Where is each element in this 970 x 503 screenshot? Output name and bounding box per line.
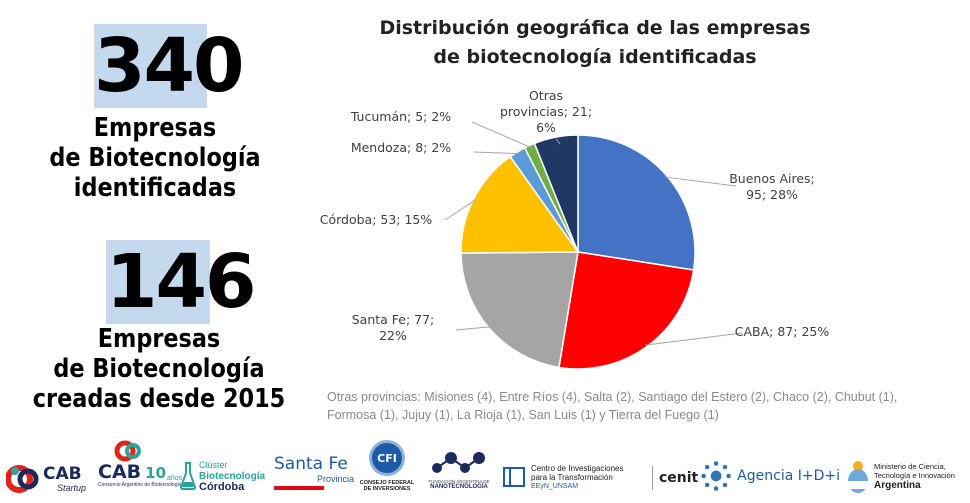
santa-fe-logo: Santa Fe Provincia <box>274 454 354 494</box>
pie-slice-santa-fe <box>460 251 579 369</box>
book-icon <box>503 467 525 487</box>
cab-10-badge: 10 <box>145 464 167 482</box>
data-label-buenos-aires: Buenos Aires; 95; 28% <box>729 171 815 202</box>
nano-line-1: FUNDACIÓN ARGENTINA DE <box>428 479 490 484</box>
santa-fe-main: Santa Fe <box>274 454 348 474</box>
santa-fe-stripe <box>274 486 324 490</box>
data-label-caba: CABA; 87; 25% <box>735 324 830 339</box>
cfi-logo: CFI CONSEJO FEDERAL DE INVERSIONES <box>356 440 418 500</box>
stat-label-line: Empresas <box>93 113 217 143</box>
cab-10-badge-sub: años <box>167 475 183 482</box>
cab-10-swirl-icon <box>114 440 141 462</box>
chart-footnote: Otras provincias: Misiones (4), Entre Rí… <box>327 388 927 424</box>
cab-startup-logo: CAB Startup <box>6 460 94 498</box>
cluster-cordoba-logo: Clúster Biotecnología Córdoba <box>180 456 270 496</box>
cab-10-main: CAB <box>98 461 142 483</box>
agencia-logo: Agencia I+D+i <box>700 458 840 494</box>
stat-label-companies-created: Empresas de Biotecnología creadas desde … <box>26 324 293 414</box>
footnote-line: Otras provincias: Misiones (4), Entre Rí… <box>327 390 898 404</box>
stat-label-line: de Biotecnología <box>49 143 261 173</box>
chart-title: Distribución geográfica de las empresas … <box>360 14 830 72</box>
data-label-tucum-n: Tucumán; 5; 2% <box>350 109 451 124</box>
pie-slice-c-rdoba <box>460 155 580 254</box>
leader-line <box>473 151 519 155</box>
cenit-logo: cenit <box>652 466 701 490</box>
cenit-text: cenit <box>659 470 699 486</box>
agencia-text: Agencia I+D+i <box>737 468 840 484</box>
footnote-line: Formosa (1), Jujuy (1), La Rioja (1), Sa… <box>327 408 719 422</box>
leader-line <box>444 199 476 221</box>
data-label-otras-provincias: Otras provincias; 21; 6% <box>500 88 592 135</box>
centro-investigaciones-logo: Centro de Investigaciones para la Transf… <box>502 462 652 492</box>
cfi-mark-icon: CFI <box>369 440 405 476</box>
leader-line <box>471 121 531 148</box>
flask-icon <box>180 462 196 490</box>
nano-line-2: NANOTECNOLOGÍA <box>430 484 488 490</box>
centro-line-3: EEyN_UNSAM <box>531 482 579 490</box>
molecule-icon <box>432 452 485 473</box>
pie-slice-otras-provincias <box>533 134 579 253</box>
stat-label-companies-identified: Empresas de Biotecnología identificadas <box>39 113 271 203</box>
ministerio-line-3: Argentina <box>874 480 921 491</box>
pie-chart: Buenos Aires; 95; 28% CABA; 87; 25% Santa F… <box>320 88 830 370</box>
santa-fe-sub: Provincia <box>316 474 354 484</box>
cfi-mark: CFI <box>377 451 397 465</box>
chart-title-line: Distribución geográfica de las empresas <box>379 17 811 39</box>
leader-line <box>645 332 743 346</box>
cab-swirl-icon <box>6 465 39 493</box>
data-label-mendoza: Mendoza; 8; 2% <box>351 140 451 155</box>
ministerio-line-2: Tecnología e Innovación <box>874 471 955 480</box>
cab-10-sub: Consorcio Argentino de Biotecnología <box>98 482 182 488</box>
cab-startup-sub: Startup <box>57 483 87 493</box>
data-label-santa-fe: Santa Fe; 77; 22% <box>352 312 435 343</box>
cluster-line-2: Biotecnología <box>199 470 266 482</box>
pie-slice-caba <box>558 251 695 370</box>
coat-of-arms-icon <box>848 461 868 493</box>
ministerio-logo: Ministerio de Ciencia, Tecnología e Inno… <box>846 456 968 498</box>
leader-line <box>665 176 737 187</box>
leader-line <box>455 326 491 331</box>
leader-line <box>555 138 561 145</box>
centro-line-2: para la Transformación <box>531 472 613 482</box>
cfi-line-2: DE INVERSIONES <box>363 486 411 492</box>
sponsor-logos: CAB Startup CAB 10 años Consorcio Argent… <box>0 438 970 503</box>
cluster-line-3: Córdoba <box>199 480 245 493</box>
nanotecnologia-logo: FUNDACIÓN ARGENTINA DE NANOTECNOLOGÍA <box>424 450 494 498</box>
pie-slice-buenos-aires <box>577 134 696 271</box>
stat-label-line: identificadas <box>73 173 237 203</box>
cfi-line-1: CONSEJO FEDERAL <box>359 480 415 486</box>
cab-startup-main: CAB <box>43 464 82 484</box>
agencia-dots-icon <box>701 461 731 491</box>
cab-10-logo: CAB 10 años Consorcio Argentino de Biote… <box>98 440 183 500</box>
centro-line-1: Centro de Investigaciones <box>531 463 624 473</box>
data-label-c-rdoba: Córdoba; 53; 15% <box>320 212 433 227</box>
cluster-line-1: Clúster <box>199 459 228 470</box>
chart-title-line: de biotecnología identificadas <box>433 46 757 68</box>
stat-label-line: de Biotecnología <box>53 354 265 384</box>
stat-label-line: Empresas <box>97 324 221 354</box>
stat-label-line: creadas desde 2015 <box>32 384 286 414</box>
ministerio-line-1: Ministerio de Ciencia, <box>874 462 946 471</box>
